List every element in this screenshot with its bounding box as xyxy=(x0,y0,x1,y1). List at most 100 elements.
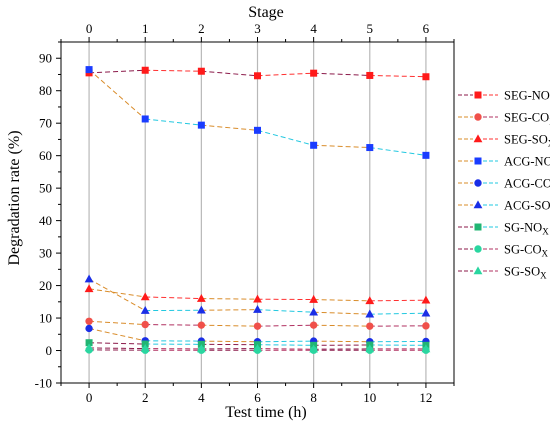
series-line-segment xyxy=(145,118,202,126)
top-tick-label: 3 xyxy=(254,21,261,36)
data-point xyxy=(309,344,319,353)
legend-label: ACG-SOX xyxy=(504,199,550,215)
series-line-segment xyxy=(257,324,314,327)
series-line-segment xyxy=(369,312,426,315)
series-line-segment xyxy=(201,324,258,327)
series-line-segment xyxy=(257,344,314,346)
series-line-segment xyxy=(88,69,146,120)
series-line-segment xyxy=(313,324,370,327)
data-point xyxy=(141,66,149,74)
y-tick-label: 70 xyxy=(39,116,52,131)
grid-layer xyxy=(88,42,427,383)
data-point xyxy=(140,292,150,301)
data-point xyxy=(310,141,318,149)
series-line-segment xyxy=(313,340,370,343)
data-point xyxy=(422,73,430,81)
x-tick-label: 12 xyxy=(419,390,432,405)
data-point xyxy=(365,309,375,318)
data-point xyxy=(365,296,375,305)
series-line-segment xyxy=(201,298,258,300)
legend-label: SEG-COX xyxy=(504,111,550,127)
series-line-segment xyxy=(257,340,314,343)
data-point xyxy=(196,293,206,302)
series-line-segment xyxy=(313,144,370,149)
top-axis-title: Stage xyxy=(248,4,284,21)
data-point xyxy=(85,317,93,325)
series-line-segment xyxy=(369,74,426,78)
series-line-segment xyxy=(257,129,314,146)
legend-label: SG-SOX xyxy=(504,265,547,281)
legend-marker xyxy=(474,223,482,231)
data-point xyxy=(196,305,206,314)
data-point xyxy=(197,121,205,129)
top-tick-label: 5 xyxy=(367,21,374,36)
y-axis-title: Degradation rate (%) xyxy=(6,130,23,265)
data-point xyxy=(84,274,94,283)
y-tick-label: 90 xyxy=(39,51,52,66)
legend-marker xyxy=(473,134,483,143)
x-tick-label: 8 xyxy=(310,390,317,405)
data-point xyxy=(309,294,319,303)
y-tick-label: 10 xyxy=(39,311,52,326)
data-point xyxy=(254,126,261,134)
legend-label: SG-NOX xyxy=(504,221,549,237)
data-point xyxy=(85,66,93,74)
x-tick-label: 10 xyxy=(363,390,376,405)
y-tick-label: -10 xyxy=(35,376,52,391)
data-point xyxy=(141,320,149,329)
data-point xyxy=(140,343,150,352)
series-line-segment xyxy=(89,320,146,326)
data-point xyxy=(422,151,430,159)
data-point xyxy=(196,344,206,353)
data-point xyxy=(421,308,431,317)
legend-label-subscript: X xyxy=(542,227,549,237)
series-line-segment xyxy=(88,327,146,342)
x-tick-label: 0 xyxy=(86,390,93,405)
data-point xyxy=(365,344,375,353)
marker-layer xyxy=(84,66,431,354)
series-line-segment xyxy=(145,296,202,300)
line-layer xyxy=(88,69,426,351)
x-tick-label: 6 xyxy=(254,390,261,405)
legend-label: SEG-NOX xyxy=(504,89,550,105)
legend-label: ACG-COX xyxy=(504,177,550,193)
data-point xyxy=(366,322,374,330)
top-tick-label: 0 xyxy=(86,21,93,36)
top-tick-label: 2 xyxy=(198,21,205,36)
legend-marker xyxy=(474,245,482,253)
data-point xyxy=(309,307,319,316)
series-line-segment xyxy=(89,342,146,345)
series-line-segment xyxy=(369,147,426,156)
y-tick-label: 60 xyxy=(39,148,52,163)
data-point xyxy=(253,294,262,303)
legend-marker xyxy=(473,200,483,209)
series-line-segment xyxy=(257,309,314,313)
legend-label: SG-COX xyxy=(504,243,549,259)
data-point xyxy=(197,321,206,329)
x-tick-label: 4 xyxy=(198,390,205,405)
series-line-segment xyxy=(89,69,146,74)
y-tick-label: 20 xyxy=(39,278,52,293)
top-tick-label: 4 xyxy=(310,21,317,36)
data-point xyxy=(85,339,93,347)
legend-marker xyxy=(474,91,482,99)
series-line-segment xyxy=(369,299,426,302)
data-point xyxy=(84,343,94,352)
y-tick-label: 80 xyxy=(39,83,52,98)
data-point xyxy=(253,305,262,313)
series-line-segment xyxy=(201,309,258,311)
series-line-segment xyxy=(145,324,202,326)
data-point xyxy=(254,72,261,80)
legend-marker xyxy=(474,113,482,121)
series-line-segment xyxy=(89,347,146,350)
series-line-segment xyxy=(88,278,146,312)
legend-label: ACG-NOX xyxy=(504,155,550,171)
top-tick-label: 1 xyxy=(142,21,149,36)
data-point xyxy=(140,305,150,314)
legend: SEG-NOX SEG-COX SEG-SOX ACG-NOX ACG-COX ACG-S… xyxy=(458,89,550,281)
y-tick-label: 30 xyxy=(39,246,52,261)
legend-label-subscript: X xyxy=(548,139,550,149)
data-point xyxy=(141,115,149,123)
legend-label-subscript: X xyxy=(540,271,547,281)
